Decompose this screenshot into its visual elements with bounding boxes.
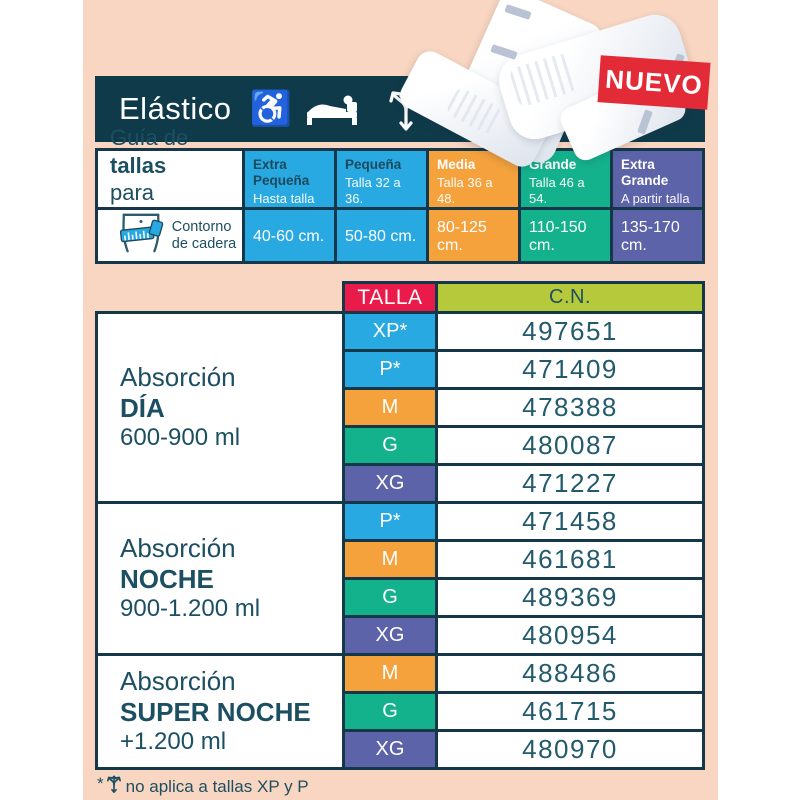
section-label-line3: 600-900 ml [120, 424, 241, 452]
cn-cell: 471227 [435, 463, 705, 504]
footnote-text: no aplica a tallas XP y P [125, 776, 309, 796]
table-row: M 461681 [342, 539, 705, 580]
product-title: Elástico [119, 91, 232, 126]
table-row: G 461715 [342, 691, 705, 732]
talla-cell: XG [342, 615, 438, 656]
section-label-line2: DÍA [120, 393, 165, 424]
product-info-panel: Elástico ♿ [83, 0, 718, 800]
cn-cell: 480087 [435, 425, 705, 466]
section-absorcion-noche: Absorción NOCHE 900-1.200 ml P* 471458 M… [95, 501, 705, 656]
hip-contour-label-cell: Contorno de cadera [95, 207, 245, 264]
product-reference-table: TALLA C.N. Absorción DÍA 600-900 ml XP* … [95, 281, 705, 770]
hip-contour-value: 110-150 cm. [518, 207, 613, 264]
section-label-line1: Absorción [120, 532, 236, 563]
cn-cell: 471409 [435, 349, 705, 390]
hip-measure-icon [116, 211, 166, 260]
talla-cell: G [342, 691, 438, 732]
size-guide-title-part: Guía de [110, 125, 189, 150]
size-range: Talla 36 a 48. [437, 175, 493, 206]
talla-column-header: TALLA [342, 281, 438, 314]
cn-cell: 461715 [435, 691, 705, 732]
size-name: Extra Pequeña [253, 157, 310, 189]
size-name: Pequeña [345, 157, 402, 172]
talla-cell: P* [342, 349, 438, 390]
hip-contour-value: 50-80 cm. [334, 207, 429, 264]
wheelchair-icon: ♿ [249, 90, 292, 128]
three-way-arrows-icon [105, 773, 126, 800]
table-row: M 488486 [342, 653, 705, 694]
hip-contour-value: 40-60 cm. [242, 207, 337, 264]
nuevo-badge: NUEVO [597, 55, 711, 110]
section-label-line2: NOCHE [120, 564, 214, 595]
size-name: Media [437, 157, 476, 172]
table-header-row: TALLA C.N. [342, 281, 705, 314]
cn-column-header: C.N. [435, 281, 705, 314]
cn-cell: 461681 [435, 539, 705, 580]
section-absorcion-super-noche: Absorción SUPER NOCHE +1.200 ml M 488486… [95, 653, 705, 770]
table-row: M 478388 [342, 387, 705, 428]
table-row: P* 471458 [342, 501, 705, 542]
talla-cell: XP* [342, 311, 438, 352]
table-row: XG 480970 [342, 729, 705, 770]
size-guide-title-part: para [110, 180, 155, 205]
section-rows: P* 471458 M 461681 G 489369 XG 480954 [342, 501, 705, 656]
footnote-asterisk: * [97, 773, 104, 793]
section-label-line3: 900-1.200 ml [120, 595, 261, 623]
talla-cell: M [342, 387, 438, 428]
talla-cell: G [342, 577, 438, 618]
bed-patient-icon [306, 93, 358, 125]
cn-cell: 497651 [435, 311, 705, 352]
cn-cell: 489369 [435, 577, 705, 618]
talla-cell: P* [342, 501, 438, 542]
size-guide-title-part: tallas [110, 152, 167, 178]
section-absorcion-dia: Absorción DÍA 600-900 ml XP* 497651 P* 4… [95, 311, 705, 504]
table-row: G 489369 [342, 577, 705, 618]
cn-cell: 480970 [435, 729, 705, 770]
size-column-header: Extra Pequeña Hasta talla 32. [242, 148, 337, 222]
footnote: * no aplica a tallas XP y P [97, 773, 309, 800]
size-guide-table: Guía de tallas para Elástico Extra Peque… [95, 125, 705, 264]
hip-contour-row: Contorno de cadera 40-60 cm. 50-80 cm. 8… [95, 207, 705, 264]
size-range: Talla 32 a 36. [345, 175, 401, 206]
talla-cell: M [342, 539, 438, 580]
section-label: Absorción NOCHE 900-1.200 ml [95, 501, 345, 656]
section-label-line1: Absorción [120, 665, 236, 696]
talla-cell: G [342, 425, 438, 466]
section-label-line2: SUPER NOCHE [120, 697, 311, 728]
table-row: G 480087 [342, 425, 705, 466]
table-row: P* 471409 [342, 349, 705, 390]
cn-cell: 478388 [435, 387, 705, 428]
section-label: Absorción DÍA 600-900 ml [95, 311, 345, 504]
size-guide-title-cell: Guía de tallas para Elástico [95, 125, 245, 233]
nuevo-badge-label: NUEVO [604, 63, 704, 101]
section-rows: XP* 497651 P* 471409 M 478388 G 480087 [342, 311, 705, 504]
talla-cell: XG [342, 729, 438, 770]
table-row: XP* 497651 [342, 311, 705, 352]
cn-cell: 488486 [435, 653, 705, 694]
section-label: Absorción SUPER NOCHE +1.200 ml [95, 653, 345, 770]
table-row: XG 471227 [342, 463, 705, 504]
cn-cell: 471458 [435, 501, 705, 542]
size-column-header: Pequeña Talla 32 a 36. [334, 148, 429, 210]
talla-cell: XG [342, 463, 438, 504]
section-rows: M 488486 G 461715 XG 480970 [342, 653, 705, 770]
section-label-line1: Absorción [120, 361, 236, 392]
hip-label-line1: Contorno [171, 218, 232, 235]
talla-cell: M [342, 653, 438, 694]
size-range: Talla 46 a 54. [529, 175, 585, 206]
hip-contour-value: 80-125 cm. [426, 207, 521, 264]
table-row: XG 480954 [342, 615, 705, 656]
hip-contour-label: Contorno de cadera [172, 219, 237, 252]
hip-label-line2: de cadera [171, 235, 237, 252]
size-column-header: Extra Grande A partir talla 54. [610, 148, 705, 222]
size-name: Extra Grande [621, 157, 669, 189]
section-label-line3: +1.200 ml [120, 728, 227, 756]
hip-contour-value: 135-170 cm. [610, 207, 705, 264]
cn-cell: 480954 [435, 615, 705, 656]
